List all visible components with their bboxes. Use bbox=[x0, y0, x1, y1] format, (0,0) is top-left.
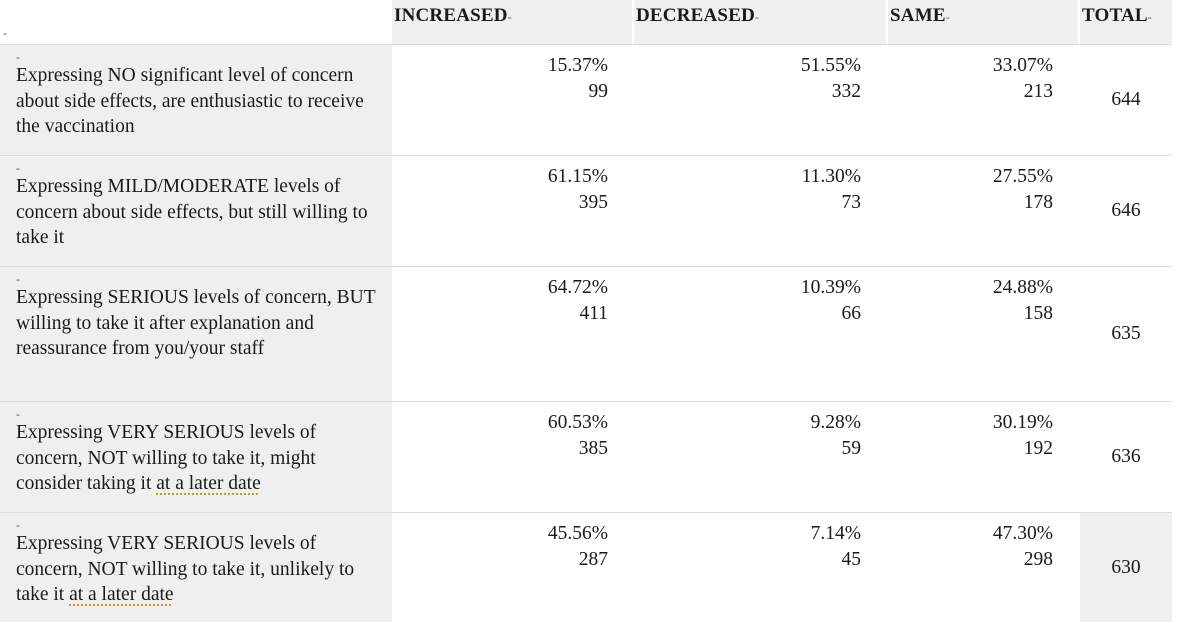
corner-marker: - bbox=[3, 26, 7, 40]
increased-cell: 61.15% 395 bbox=[547, 166, 608, 213]
table-row: - Expressing NO significant level of con… bbox=[0, 44, 1172, 155]
underlined-phrase: at a later date bbox=[156, 473, 261, 494]
row-label: - Expressing VERY SERIOUS levels of conc… bbox=[0, 513, 392, 622]
row-label: - Expressing MILD/MODERATE levels of con… bbox=[0, 156, 392, 266]
same-cell: 27.55% 178 bbox=[992, 166, 1053, 213]
same-cell: 33.07% 213 bbox=[992, 55, 1053, 102]
table-row: - Expressing VERY SERIOUS levels of conc… bbox=[0, 401, 1172, 512]
total-cell: 636 bbox=[1111, 446, 1141, 467]
increased-cell: 64.72% 411 bbox=[547, 277, 608, 324]
same-cell: 30.19% 192 bbox=[992, 412, 1053, 459]
decreased-cell: 9.28% 59 bbox=[810, 412, 861, 459]
table-row: - Expressing VERY SERIOUS levels of conc… bbox=[0, 512, 1172, 622]
same-cell: 47.30% 298 bbox=[992, 523, 1053, 570]
header-total: TOTAL- bbox=[1080, 0, 1172, 44]
same-cell: 24.88% 158 bbox=[992, 277, 1053, 324]
table-row: - Expressing SERIOUS levels of concern, … bbox=[0, 266, 1172, 401]
increased-cell: 45.56% 287 bbox=[547, 523, 608, 570]
row-label: - Expressing VERY SERIOUS levels of conc… bbox=[0, 402, 392, 512]
decreased-cell: 11.30% 73 bbox=[801, 166, 861, 213]
row-label: - Expressing SERIOUS levels of concern, … bbox=[0, 267, 392, 401]
total-cell: 644 bbox=[1111, 89, 1141, 110]
increased-cell: 15.37% 99 bbox=[547, 55, 608, 102]
increased-cell: 60.53% 385 bbox=[547, 412, 608, 459]
total-cell: 630 bbox=[1080, 513, 1172, 622]
total-cell: 646 bbox=[1111, 200, 1141, 221]
row-label: - Expressing NO significant level of con… bbox=[0, 45, 392, 155]
header-same: SAME- bbox=[888, 0, 1078, 44]
table-row: - Expressing MILD/MODERATE levels of con… bbox=[0, 155, 1172, 266]
underlined-phrase: at a later date bbox=[69, 584, 174, 605]
decreased-cell: 7.14% 45 bbox=[810, 523, 861, 570]
decreased-cell: 51.55% 332 bbox=[800, 55, 861, 102]
header-corner: - bbox=[0, 0, 392, 44]
header-decreased: DECREASED- bbox=[634, 0, 886, 44]
table-header: - INCREASED- DECREASED- SAME- TOTAL- bbox=[0, 0, 1172, 44]
decreased-cell: 10.39% 66 bbox=[800, 277, 861, 324]
total-cell: 635 bbox=[1111, 323, 1141, 344]
header-increased: INCREASED- bbox=[392, 0, 632, 44]
